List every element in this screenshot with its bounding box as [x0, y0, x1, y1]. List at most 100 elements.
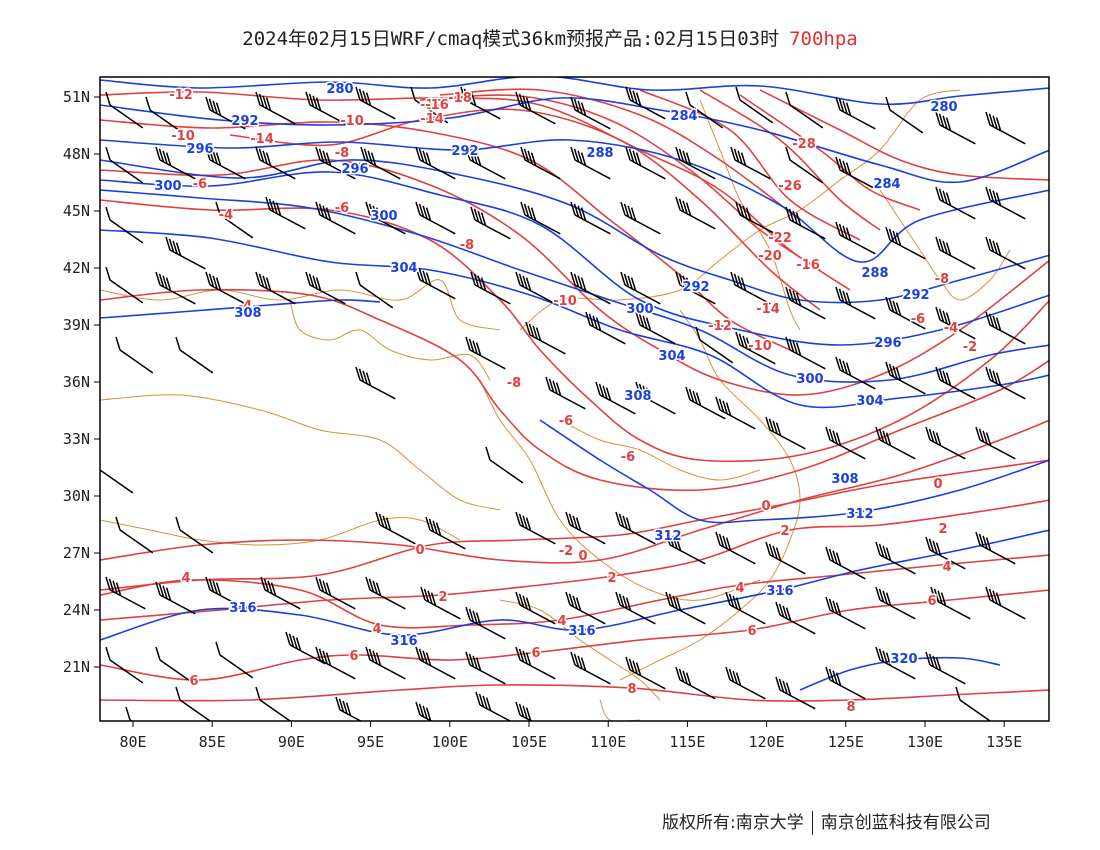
wind-barb [735, 86, 774, 124]
temperature-contour-label: 6 [747, 624, 756, 639]
wind-barb [520, 146, 561, 180]
geopotential-contour-label: 304 [390, 261, 417, 276]
wind-barb-layer [100, 86, 1026, 721]
wind-barb [735, 201, 776, 235]
temperature-contour-label: -18 [448, 91, 472, 106]
lat-tick-label: 27N [63, 544, 90, 562]
temperature-contour-label: -14 [756, 302, 780, 317]
wind-barb [515, 591, 556, 625]
temperature-contour [100, 91, 851, 291]
wind-barb [100, 467, 134, 494]
wind-barb [725, 591, 766, 625]
wind-barb [365, 646, 406, 680]
wind-barb [420, 586, 461, 620]
wind-barb [215, 641, 254, 679]
wind-barb [105, 91, 144, 129]
title-level: 700hpa [789, 28, 858, 50]
wind-barb [105, 266, 144, 304]
temperature-contour-label: -22 [768, 231, 792, 246]
temperature-contour-label: 6 [189, 674, 198, 689]
wind-barb [315, 576, 356, 610]
wind-barb [885, 296, 926, 330]
temperature-contour [100, 499, 1049, 621]
geopotential-contour-label: 292 [451, 144, 478, 159]
wind-barb [485, 446, 524, 484]
wind-barb [570, 146, 611, 180]
wind-barb [115, 516, 154, 554]
wind-barb [255, 146, 296, 180]
wind-barb [105, 206, 144, 244]
wind-barb [775, 601, 816, 635]
lon-tick-label: 115E [669, 733, 705, 751]
temperature-contour [419, 94, 821, 271]
temperature-contour-label: 0 [761, 499, 770, 514]
temperature-contour-label: 0 [415, 543, 424, 558]
temperature-contour-label: -2 [963, 340, 977, 355]
wind-barb [105, 146, 144, 184]
footer: 版权所有:南京大学 南京创蓝科技有限公司 [662, 808, 991, 835]
footer-copyright: 版权所有:南京大学 [662, 813, 804, 833]
geopotential-contour-label: 312 [654, 529, 681, 544]
temperature-contour-label: 4 [557, 614, 566, 629]
temperature-contour [100, 554, 1049, 629]
temperature-contour-label: -10 [748, 339, 772, 354]
wind-barb [935, 186, 976, 220]
lon-tick-label: 90E [278, 733, 305, 751]
geopotential-contour-label: 292 [682, 280, 709, 295]
wind-barb [935, 111, 976, 145]
boundary-line [599, 699, 641, 721]
wind-barb [155, 581, 196, 615]
geopotential-contour-label: 288 [861, 266, 888, 281]
wind-barb [410, 86, 449, 124]
wind-barb [415, 646, 456, 680]
wind-barb [825, 666, 866, 700]
wind-barb [615, 591, 656, 625]
wind-barb [925, 536, 966, 570]
wind-barb [415, 266, 456, 300]
geopotential-contour-label: 292 [902, 288, 929, 303]
temperature-contour [639, 89, 861, 241]
wind-barb [365, 201, 406, 235]
temperature-contour-label: 4 [181, 571, 190, 586]
temperature-contour-label: 8 [627, 682, 636, 697]
wind-barb [625, 656, 666, 690]
wind-barb [825, 596, 866, 630]
wind-barb [615, 511, 656, 545]
wind-barb [155, 271, 196, 305]
footer-separator [811, 811, 813, 835]
temperature-contour-label: -8 [935, 272, 949, 287]
temperature-contour-label: 4 [735, 581, 744, 596]
wind-barb [985, 366, 1026, 400]
geopotential-contour [100, 529, 1049, 641]
wind-barb [930, 586, 971, 620]
wind-barb [635, 311, 676, 345]
wind-barb [415, 146, 456, 180]
wind-barb [730, 146, 771, 180]
geopotential-contour-label: 300 [370, 209, 397, 224]
geopotential-contour-label: 320 [890, 652, 917, 667]
wind-barb [285, 631, 326, 665]
wind-barb [570, 651, 611, 685]
temperature-contour-label: -10 [553, 294, 577, 309]
wind-barb [765, 416, 806, 450]
wind-barb [685, 91, 724, 129]
lon-tick-label: 135E [986, 733, 1022, 751]
temperature-contour [100, 589, 1049, 681]
wind-barb [985, 586, 1026, 620]
geopotential-contour [100, 159, 1049, 304]
wind-barb [305, 271, 346, 305]
boundary-line [559, 419, 761, 481]
wind-barb [315, 646, 356, 680]
temperature-contour-label: -14 [420, 112, 444, 127]
geopotential-contour [100, 97, 1049, 184]
wind-barb [985, 186, 1026, 220]
wind-barb [785, 146, 824, 184]
chart-title: 2024年02月15日WRF/cmaq模式36km预报产品:02月15日03时 7… [0, 24, 1100, 51]
geopotential-contour-label: 316 [766, 584, 793, 599]
wind-barb [875, 586, 916, 620]
contour-label-layer: -12-12-12-10-10-10-10-14-14-14-16-16-18-… [153, 81, 979, 717]
wind-barb [985, 236, 1026, 270]
boundary-line [499, 599, 661, 701]
wind-barb [125, 706, 133, 721]
wind-barb [260, 576, 301, 610]
